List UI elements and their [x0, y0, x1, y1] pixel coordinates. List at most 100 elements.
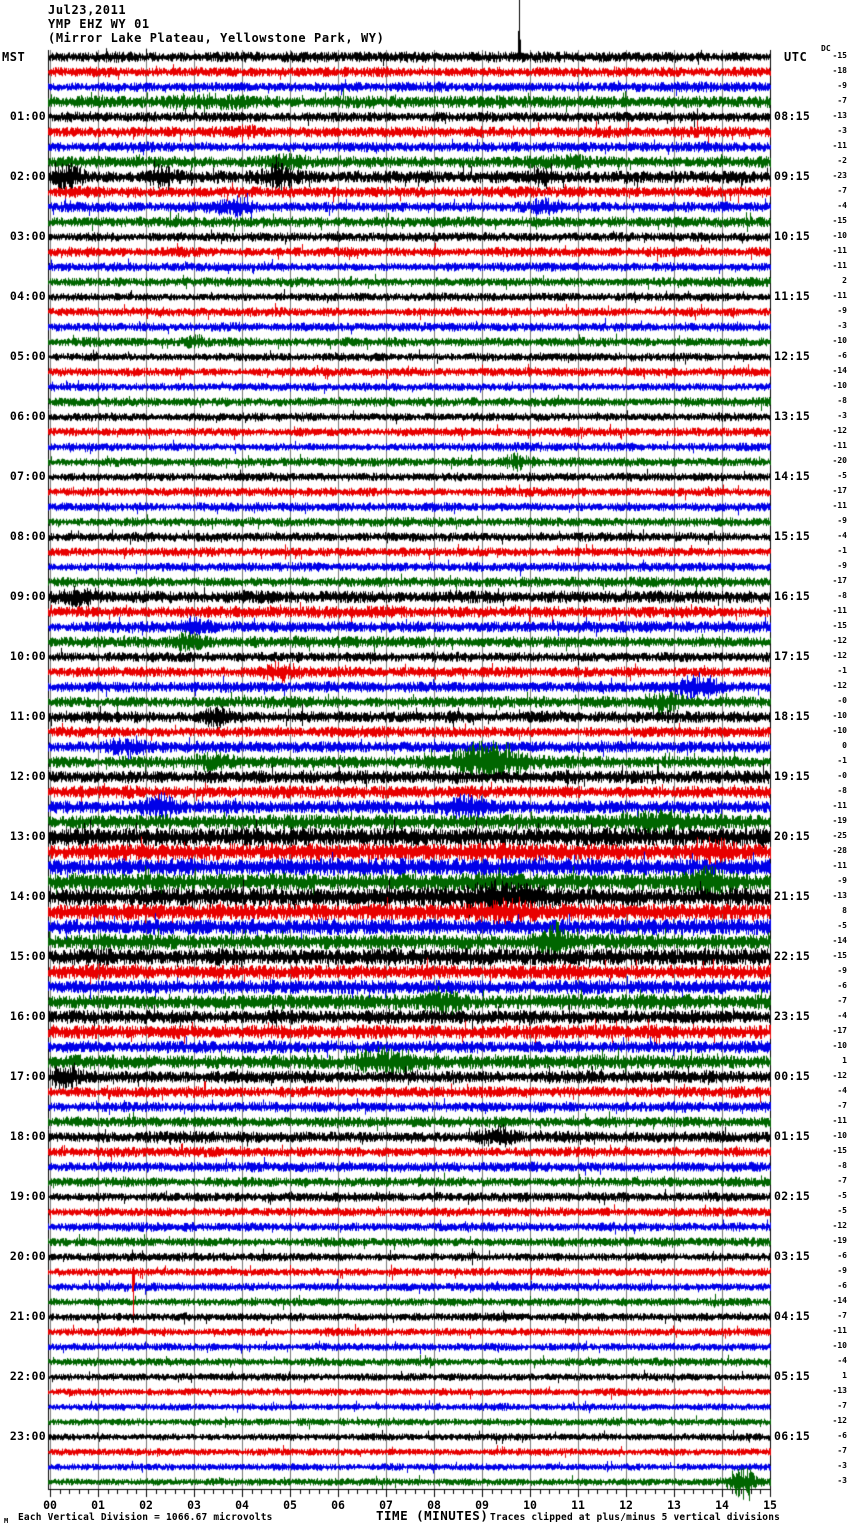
dc-offset-value: -6	[837, 1251, 847, 1260]
dc-offset-value: -14	[832, 1296, 847, 1305]
mst-time-label: 11:00	[9, 709, 46, 723]
dc-offset-value: -11	[832, 141, 847, 150]
utc-time-label: 11:15	[774, 289, 811, 303]
dc-offset-value: -3	[837, 411, 847, 420]
dc-offset-value: -10	[832, 231, 847, 240]
mst-time-label: 18:00	[9, 1129, 46, 1143]
dc-offset-value: -17	[832, 576, 847, 585]
utc-time-label: 06:15	[774, 1429, 811, 1443]
dc-offset-value: -12	[832, 1071, 847, 1080]
minute-tick-label: 05	[283, 1498, 297, 1512]
dc-offset-value: -12	[832, 636, 847, 645]
utc-time-label: 12:15	[774, 349, 811, 363]
dc-offset-value: -7	[837, 96, 847, 105]
dc-offset-value: -5	[837, 921, 847, 930]
dc-offset-value: -11	[832, 291, 847, 300]
dc-offset-value: -11	[832, 1116, 847, 1125]
minute-tick-label: 01	[91, 1498, 105, 1512]
dc-offset-value: -10	[832, 1341, 847, 1350]
minute-tick-label: 08	[427, 1498, 441, 1512]
mst-time-label: 17:00	[9, 1069, 46, 1083]
utc-time-label: 16:15	[774, 589, 811, 603]
dc-offset-value: -5	[837, 1206, 847, 1215]
dc-offset-value: -11	[832, 261, 847, 270]
utc-time-label: 15:15	[774, 529, 811, 543]
dc-offset-value: -15	[832, 621, 847, 630]
dc-offset-value: -5	[837, 471, 847, 480]
dc-offset-value: -9	[837, 876, 847, 885]
dc-offset-value: -8	[837, 591, 847, 600]
dc-offset-value: -11	[832, 501, 847, 510]
dc-offset-value: -11	[832, 801, 847, 810]
minute-tick-label: 13	[667, 1498, 681, 1512]
dc-offset-value: -17	[832, 1026, 847, 1035]
utc-time-label: 01:15	[774, 1129, 811, 1143]
dc-offset-value: -8	[837, 396, 847, 405]
dc-offset-value: 0	[842, 741, 847, 750]
utc-time-label: 19:15	[774, 769, 811, 783]
utc-time-label: 17:15	[774, 649, 811, 663]
dc-offset-value: -17	[832, 486, 847, 495]
dc-offset-value: -4	[837, 1011, 847, 1020]
mst-time-label: 12:00	[9, 769, 46, 783]
dc-offset-value: -19	[832, 1236, 847, 1245]
dc-offset-value: -8	[837, 1161, 847, 1170]
dc-offset-value: -13	[832, 891, 847, 900]
minute-tick-label: 11	[571, 1498, 585, 1512]
dc-offset-value: -3	[837, 126, 847, 135]
dc-offset-value: -10	[832, 336, 847, 345]
dc-offset-value: -5	[837, 1191, 847, 1200]
location-label: (Mirror Lake Plateau, Yellowstone Park, …	[48, 31, 385, 45]
minute-tick-label: 15	[763, 1498, 777, 1512]
dc-offset-value: -15	[832, 51, 847, 60]
dc-offset-value: -15	[832, 216, 847, 225]
utc-time-label: 22:15	[774, 949, 811, 963]
mst-time-label: 22:00	[9, 1369, 46, 1383]
dc-offset-value: -19	[832, 816, 847, 825]
utc-time-label: 23:15	[774, 1009, 811, 1023]
utc-time-label: 13:15	[774, 409, 811, 423]
vertical-division-note: Each Vertical Division = 1066.67 microvo…	[18, 1512, 273, 1523]
dc-offset-value: -12	[832, 651, 847, 660]
dc-offset-value: -13	[832, 111, 847, 120]
dc-offset-value: -1	[837, 546, 847, 555]
mst-time-label: 15:00	[9, 949, 46, 963]
dc-offset-value: 1	[842, 1371, 847, 1380]
dc-offset-value: 8	[842, 906, 847, 915]
dc-offset-value: -7	[837, 1401, 847, 1410]
dc-offset-value: -15	[832, 951, 847, 960]
mst-time-label: 03:00	[9, 229, 46, 243]
utc-time-label: 04:15	[774, 1309, 811, 1323]
mst-time-label: 20:00	[9, 1249, 46, 1263]
dc-offset-value: -9	[837, 306, 847, 315]
mst-time-label: 01:00	[9, 109, 46, 123]
dc-offset-value: -10	[832, 726, 847, 735]
dc-offset-value: -7	[837, 1311, 847, 1320]
dc-offset-value: -9	[837, 81, 847, 90]
dc-offset-value: -12	[832, 681, 847, 690]
corner-mark: M	[4, 1517, 9, 1525]
minute-tick-label: 09	[475, 1498, 489, 1512]
mst-time-label: 02:00	[9, 169, 46, 183]
dc-offset-value: -12	[832, 1221, 847, 1230]
dc-offset-value: -13	[832, 1386, 847, 1395]
minute-tick-label: 14	[715, 1498, 729, 1512]
dc-offset-value: -7	[837, 1101, 847, 1110]
dc-offset-value: -9	[837, 516, 847, 525]
dc-offset-value: -6	[837, 1431, 847, 1440]
dc-offset-value: 1	[842, 1056, 847, 1065]
minute-tick-label: 02	[139, 1498, 153, 1512]
dc-offset-value: -23	[832, 171, 847, 180]
minute-tick-label: 00	[43, 1498, 57, 1512]
dc-offset-value: -12	[832, 1416, 847, 1425]
dc-offset-value: -7	[837, 996, 847, 1005]
dc-offset-value: -18	[832, 66, 847, 75]
minute-tick-label: 06	[331, 1498, 345, 1512]
utc-time-label: 14:15	[774, 469, 811, 483]
minute-tick-label: 10	[523, 1498, 537, 1512]
utc-time-label: 09:15	[774, 169, 811, 183]
utc-header: UTC	[784, 50, 808, 64]
utc-time-label: 21:15	[774, 889, 811, 903]
dc-offset-value: -3	[837, 1461, 847, 1470]
dc-offset-value: -4	[837, 201, 847, 210]
